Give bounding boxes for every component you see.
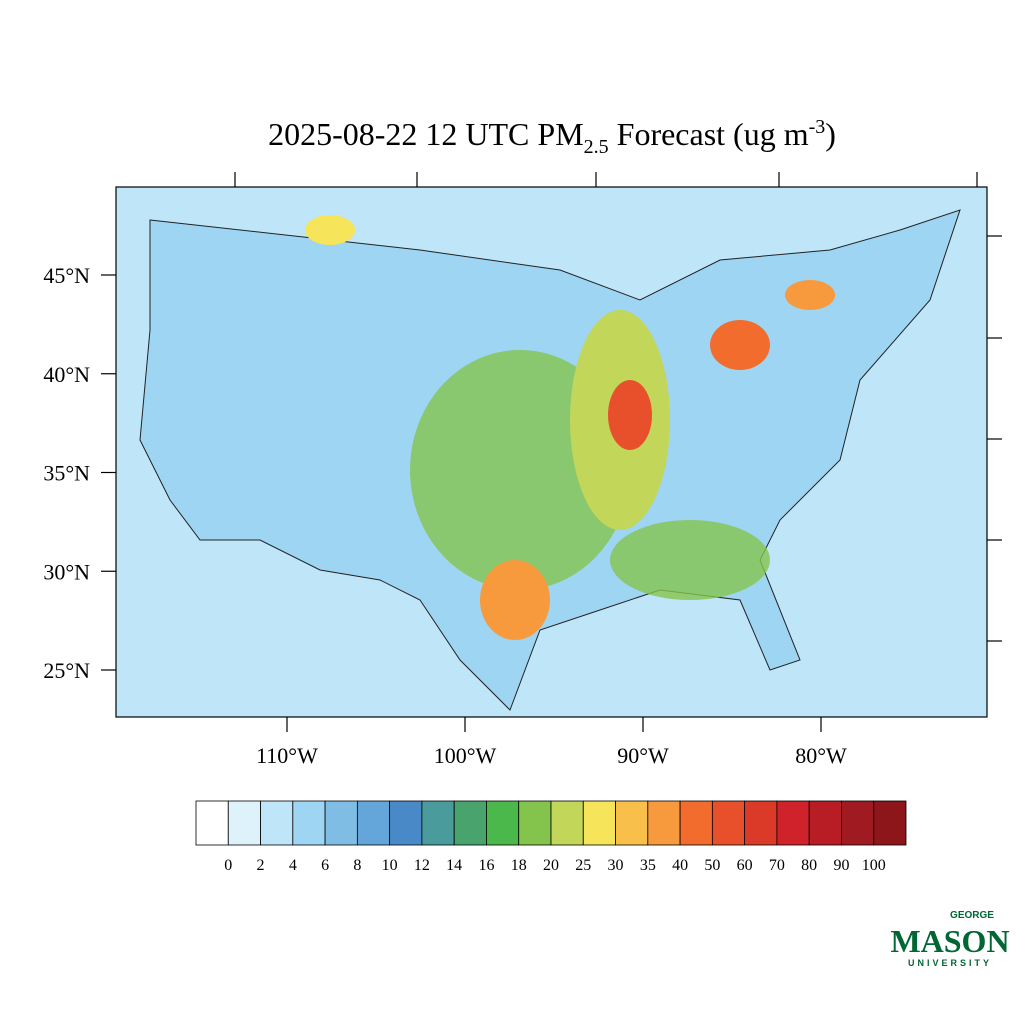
- title-sub: 2.5: [584, 136, 609, 158]
- colorbar-box: [421, 800, 455, 846]
- colorbar-box: [776, 800, 810, 846]
- colorbar-label: 80: [801, 857, 817, 874]
- logo-top: GEORGE: [950, 910, 994, 921]
- lat-label: 30°N: [43, 559, 90, 584]
- colorbar-label: 12: [414, 857, 430, 874]
- pm-area: [608, 380, 652, 450]
- colorbar-label: 8: [353, 857, 361, 874]
- pm-area: [785, 280, 835, 310]
- colorbar-label: 70: [769, 857, 785, 874]
- title-end: ): [825, 116, 836, 152]
- map-frame: [115, 186, 988, 718]
- lon-label: 90°W: [617, 743, 669, 768]
- pm-area: [480, 560, 550, 640]
- colorbar-box: [195, 800, 229, 846]
- colorbar-label: 2: [257, 857, 265, 874]
- colorbar-box: [550, 800, 584, 846]
- pm-area: [710, 320, 770, 370]
- colorbar-box: [356, 800, 391, 846]
- title-mid: Forecast (ug m: [609, 116, 809, 152]
- colorbar-box: [744, 800, 778, 846]
- lon-label: 80°W: [795, 743, 847, 768]
- colorbar-label: 35: [640, 857, 656, 874]
- lat-label: 45°N: [43, 263, 90, 288]
- colorbar-label: 4: [289, 857, 297, 874]
- colorbar-label: 50: [704, 857, 720, 874]
- colorbar-label: 18: [511, 857, 527, 874]
- colorbar-label: 0: [224, 857, 232, 874]
- colorbar-label: 16: [478, 857, 494, 874]
- colorbar-box: [647, 800, 681, 846]
- colorbar-label: 40: [672, 857, 688, 874]
- colorbar-label: 90: [833, 857, 849, 874]
- colorbar-box: [711, 800, 746, 846]
- colorbar-box: [260, 800, 294, 846]
- colorbar-box: [679, 800, 713, 846]
- lat-label: 25°N: [43, 658, 90, 683]
- colorbar-box: [873, 800, 907, 846]
- colorbar-box: [324, 800, 358, 846]
- logo-name: MASON: [890, 923, 1009, 959]
- logo: GEORGE MASON UNIVERSITY: [890, 910, 1009, 968]
- colorbar-label: 14: [446, 857, 462, 874]
- colorbar-box: [841, 800, 875, 846]
- colorbar-label: 10: [382, 857, 398, 874]
- colorbar-box: [227, 800, 261, 846]
- colorbar-label: 6: [321, 857, 329, 874]
- colorbar-label: 100: [862, 857, 886, 874]
- title-sup: -3: [809, 116, 826, 138]
- lat-label: 40°N: [43, 362, 90, 387]
- colorbar-label: 25: [575, 857, 591, 874]
- pm-area: [305, 215, 355, 245]
- title: 2025-08-22 12 UTC PM2.5 Forecast (ug m-3…: [268, 116, 836, 158]
- colorbar-box: [808, 800, 842, 846]
- colorbar-box: [518, 800, 552, 846]
- colorbar-label: 60: [737, 857, 753, 874]
- frame-ticks: [234, 172, 1002, 642]
- lat-label: 35°N: [43, 461, 90, 486]
- lon-label: 110°W: [256, 743, 318, 768]
- colorbar-box: [486, 800, 520, 846]
- colorbar-box: [292, 800, 326, 846]
- title-main: 2025-08-22 12 UTC PM: [268, 116, 584, 152]
- map: [115, 172, 1002, 718]
- colorbar-box: [389, 800, 423, 846]
- colorbar-label: 30: [608, 857, 624, 874]
- colorbar-label: 20: [543, 857, 559, 874]
- colorbar-box: [453, 800, 487, 846]
- logo-bottom: UNIVERSITY: [908, 958, 992, 968]
- colorbar-box: [582, 800, 616, 846]
- pm-area: [610, 520, 770, 600]
- lon-label: 100°W: [434, 743, 497, 768]
- colorbar-box: [615, 800, 649, 846]
